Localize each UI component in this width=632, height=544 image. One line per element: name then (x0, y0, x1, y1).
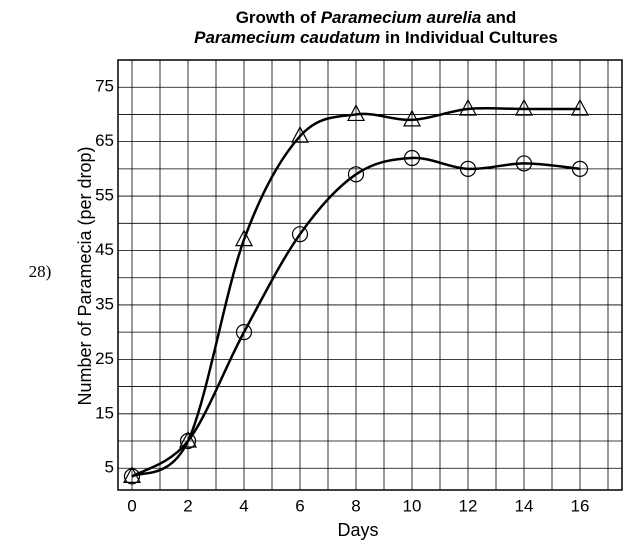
triangle-marker (403, 109, 421, 127)
x-tick-label: 16 (571, 496, 590, 515)
circle-marker (235, 324, 253, 341)
y-tick-label: 55 (95, 186, 114, 205)
title-part: Growth of (236, 8, 321, 27)
y-tick-label: 15 (95, 403, 114, 422)
triangle-marker (571, 98, 589, 116)
circle-marker (123, 468, 141, 485)
y-tick-label: 75 (95, 77, 114, 96)
x-tick-label: 14 (515, 496, 534, 515)
y-tick-label: 45 (95, 240, 114, 259)
triangle-marker (515, 98, 533, 116)
title-part: and (481, 8, 516, 27)
x-tick-label: 8 (351, 496, 360, 515)
circle-marker (347, 166, 365, 183)
triangle-marker (291, 125, 309, 143)
title-part: Paramecium caudatum (194, 28, 380, 47)
series-line (131, 106, 580, 478)
question-number: 28) (29, 262, 52, 281)
circle-marker (291, 226, 309, 243)
x-axis-label: Days (337, 520, 378, 540)
triangle-marker (179, 430, 197, 448)
title-part: Paramecium aurelia (321, 8, 482, 27)
y-tick-label: 65 (95, 131, 114, 150)
x-tick-label: 2 (183, 496, 192, 515)
x-tick-label: 4 (239, 496, 248, 515)
circle-marker (403, 149, 421, 167)
series-line (131, 156, 581, 478)
x-tick-label: 12 (459, 496, 478, 515)
y-tick-label: 25 (95, 349, 114, 368)
title-part: in Individual Cultures (380, 28, 558, 47)
triangle-marker (459, 98, 477, 116)
y-axis-label: Number of Paramecia (per drop) (75, 146, 95, 405)
triangle-marker (347, 104, 365, 122)
chart-title: Growth of Paramecium aurelia and (236, 8, 517, 27)
plot-frame (117, 59, 623, 491)
x-tick-label: 10 (403, 496, 422, 515)
circle-marker (459, 160, 477, 177)
y-tick-label: 35 (95, 294, 114, 313)
triangle-marker (235, 229, 253, 247)
circle-marker (179, 432, 197, 450)
circle-marker (515, 155, 533, 172)
x-tick-label: 0 (127, 496, 136, 515)
x-tick-label: 6 (295, 496, 304, 515)
chart-title: Paramecium caudatum in Individual Cultur… (194, 28, 558, 47)
circle-marker (571, 160, 589, 177)
y-tick-label: 5 (105, 458, 114, 477)
